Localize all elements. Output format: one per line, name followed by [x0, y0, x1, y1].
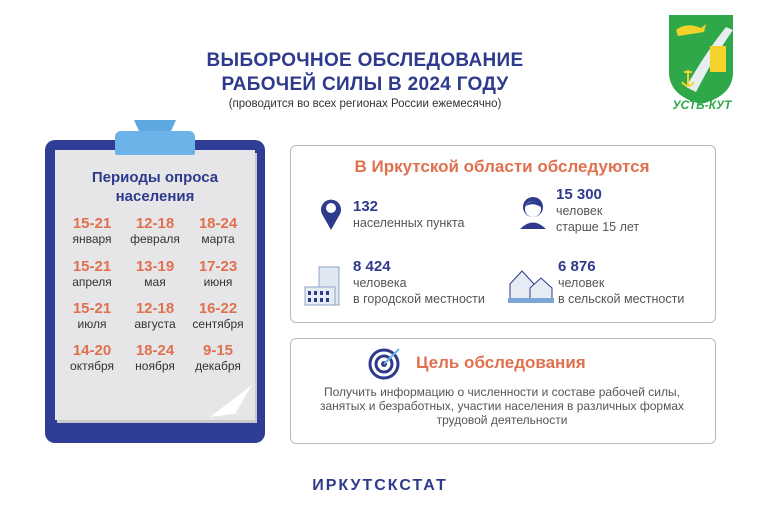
period-month: мая: [144, 275, 166, 289]
period-item: 14-20 октября: [60, 342, 124, 374]
period-dates: 18-24: [135, 342, 175, 359]
city-buildings-icon: [304, 266, 340, 306]
clip-top: [134, 120, 176, 134]
period-dates: 9-15: [202, 342, 234, 359]
stat-item: 8 424 человека в городской местности: [353, 258, 485, 307]
period-month: октября: [70, 359, 114, 373]
period-item: 17-23 июня: [186, 258, 250, 290]
stat-value: 8 424: [353, 258, 391, 275]
houses-icon: [508, 270, 554, 303]
footer-org: ИРКУТСКСТАТ: [312, 477, 448, 494]
period-dates: 16-22: [198, 300, 238, 317]
period-item: 18-24 ноября: [123, 342, 187, 374]
stat-value: 132: [353, 198, 379, 215]
period-item: 15-21 апреля: [60, 258, 124, 290]
stat-item: 15 300 человек старше 15 лет: [556, 186, 639, 235]
period-month: августа: [134, 317, 176, 331]
period-item: 15-21 июля: [60, 300, 124, 332]
periods-heading: Периоды опроса населения: [91, 169, 219, 205]
period-month: марта: [201, 232, 235, 246]
period-item: 13-19 мая: [123, 258, 187, 290]
stat-label: человек: [556, 204, 603, 218]
stat-item: 132 населенных пункта: [353, 198, 464, 231]
survey-heading: В Иркутской области обследуются: [354, 157, 650, 176]
clip-tab: [115, 131, 195, 155]
stat-label: населенных пункта: [353, 216, 465, 230]
period-item: 16-22 сентября: [186, 300, 250, 332]
stat-label-2: в сельской местности: [558, 292, 685, 306]
period-dates: 15-21: [72, 300, 112, 317]
period-dates: 12-18: [135, 300, 175, 317]
person-icon: [520, 197, 546, 229]
period-item: 12-18 февраля: [123, 215, 187, 247]
period-dates: 17-23: [198, 258, 238, 275]
period-month: декабря: [195, 359, 241, 373]
period-month: июня: [203, 275, 233, 289]
stat-label-2: старше 15 лет: [556, 220, 640, 234]
period-dates: 18-24: [198, 215, 238, 232]
period-dates: 15-21: [72, 258, 112, 275]
period-item: 12-18 августа: [123, 300, 187, 332]
period-item: 9-15 декабря: [186, 342, 250, 374]
period-item: 18-24 марта: [186, 215, 250, 247]
stat-value: 6 876: [558, 258, 596, 275]
stat-label: человека: [353, 276, 407, 290]
survey-box: [290, 145, 716, 323]
goal-heading: Цель обследования: [416, 353, 586, 372]
period-dates: 14-20: [72, 342, 112, 359]
period-month: апреля: [72, 275, 112, 289]
coat-of-arms-icon: [669, 15, 733, 104]
stat-label-2: в городской местности: [353, 292, 485, 306]
goal-text: Получить информацию о численности и сост…: [319, 385, 685, 427]
target-icon: [368, 348, 400, 380]
stat-item: 6 876 человек в сельской местности: [558, 258, 684, 307]
stat-value: 15 300: [556, 186, 602, 203]
subtitle: (проводится во всех регионах России ежем…: [228, 98, 502, 110]
title-line-2: РАБОЧЕЙ СИЛЫ В 2024 ГОДУ: [221, 74, 509, 95]
goal-box: [290, 338, 716, 444]
logo-text: УСТЬ-КУТ: [672, 98, 732, 112]
period-dates: 13-19: [135, 258, 175, 275]
period-month: ноября: [135, 359, 175, 373]
location-pin-icon: [321, 199, 341, 230]
period-month: января: [72, 232, 112, 246]
stat-label: человек: [558, 276, 605, 290]
period-month: сентября: [192, 317, 244, 331]
period-month: июля: [77, 317, 107, 331]
logo: УСТЬ-КУТ: [666, 12, 736, 112]
title-line-1: ВЫБОРОЧНОЕ ОБСЛЕДОВАНИЕ: [206, 50, 524, 71]
clipboard-paper: [55, 150, 255, 420]
period-dates: 12-18: [135, 215, 175, 232]
period-month: февраля: [130, 232, 180, 246]
period-dates: 15-21: [72, 215, 112, 232]
period-item: 15-21 января: [60, 215, 124, 247]
